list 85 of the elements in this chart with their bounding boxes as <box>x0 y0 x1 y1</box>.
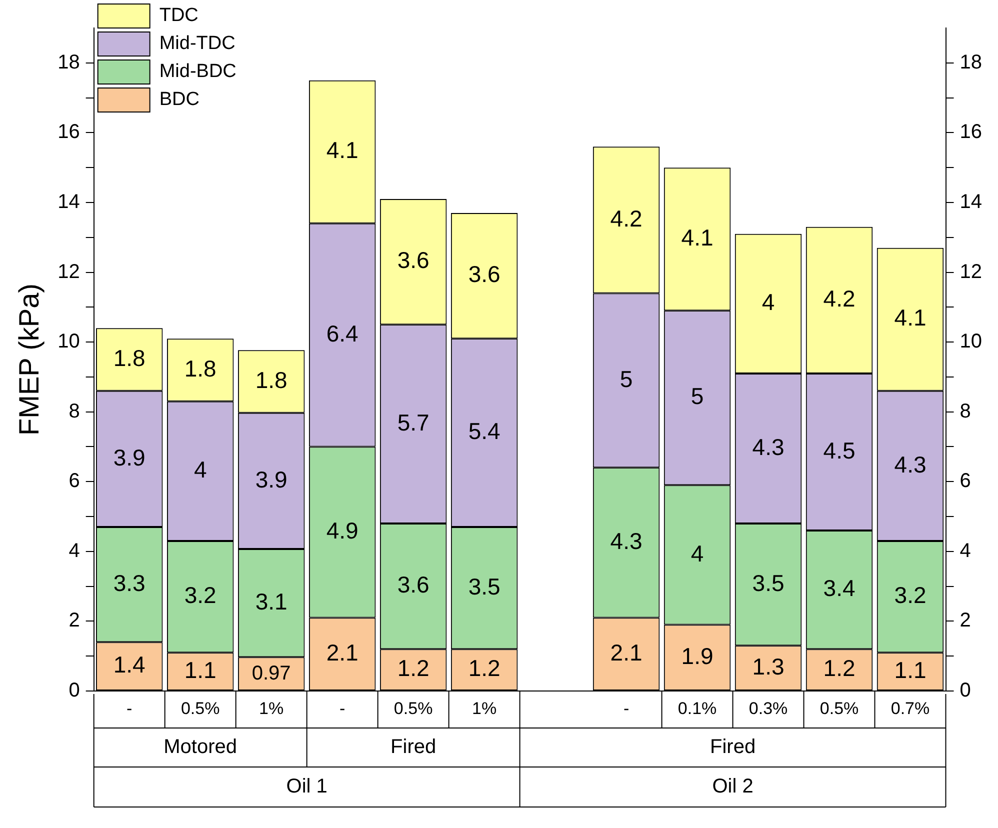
x-tick-label: 0.1% <box>678 698 717 718</box>
data-label: 4 <box>690 540 704 566</box>
x-tick-label: - <box>623 698 630 718</box>
data-label: 1.9 <box>681 642 714 669</box>
y-tick-label: 10 <box>58 330 80 353</box>
text: Fired <box>390 736 436 758</box>
y-tick-label: 8 <box>68 400 80 422</box>
text: Fired <box>710 736 756 758</box>
data-label: 1.8 <box>255 366 288 393</box>
data-label: 1.8 <box>113 344 146 371</box>
data-label: 4.3 <box>894 451 926 478</box>
y-tick-label: 18 <box>58 51 80 74</box>
text: Oil 1 <box>286 776 328 798</box>
x-tick-label: - <box>126 698 132 718</box>
y2-tick-label: 0 <box>960 680 971 702</box>
x-tick-label: 0.3% <box>748 698 788 718</box>
y-tick-label: 12 <box>58 260 80 283</box>
legend-label: BDC <box>159 89 200 110</box>
y2-tick-label: 6 <box>960 470 971 492</box>
data-label: 3.5 <box>752 570 784 596</box>
y2-tick-label: 8 <box>960 400 971 422</box>
data-label: 4.3 <box>610 528 642 554</box>
data-label: 4.1 <box>326 137 358 164</box>
legend-label: TDC <box>159 5 198 26</box>
data-label: 3.9 <box>255 466 288 492</box>
data-label: 5.4 <box>468 418 500 444</box>
y2-tick-label: 18 <box>960 51 982 74</box>
data-label: 4.3 <box>752 434 784 460</box>
x-tick-label: - <box>339 698 346 718</box>
data-label: 6.4 <box>326 320 359 346</box>
data-label: 1.2 <box>823 655 856 682</box>
data-label: 1.2 <box>397 655 430 682</box>
legend-label: Mid-TDC <box>159 33 236 54</box>
y-tick-label: 2 <box>68 610 80 632</box>
data-label: 4 <box>762 289 775 316</box>
data-label: 1.1 <box>184 656 216 683</box>
text: Oil 2 <box>712 776 754 798</box>
data-label: 3.6 <box>397 247 430 274</box>
x-tick-label: 1% <box>472 698 497 718</box>
x-tick-label: 0.5% <box>394 698 433 718</box>
y-tick-label: 14 <box>58 190 80 213</box>
y-axis-title: FMEP (kPa) <box>14 284 45 436</box>
text: Motored <box>164 736 238 758</box>
data-label: 3.2 <box>894 582 926 608</box>
data-label: 1.8 <box>184 355 216 382</box>
x-tick-label: 0.7% <box>890 698 930 718</box>
y-tick-label: 6 <box>68 470 80 492</box>
data-label: 3.5 <box>468 573 500 600</box>
data-label: 5.7 <box>397 409 430 436</box>
legend-label: Mid-BDC <box>159 61 236 82</box>
x-tick-label: 0.5% <box>180 698 220 718</box>
data-label: 4 <box>194 456 207 483</box>
data-label: 3.9 <box>113 444 146 470</box>
y-tick-label: 16 <box>58 121 80 144</box>
data-label: 4.2 <box>823 286 856 312</box>
y2-tick-label: 4 <box>960 540 971 562</box>
data-label: 3.1 <box>255 588 288 614</box>
data-label: 4.5 <box>823 437 856 464</box>
data-label: 3.4 <box>823 575 856 602</box>
x-tick-label: 0.5% <box>820 698 859 718</box>
data-label: 1.4 <box>113 652 146 678</box>
y2-tick-label: 2 <box>960 610 971 632</box>
y2-tick-label: 10 <box>960 330 982 353</box>
data-label: 5 <box>620 366 633 392</box>
data-label: 2.1 <box>326 639 358 666</box>
y-tick-label: 0 <box>68 680 80 702</box>
data-label: 1.1 <box>894 656 926 683</box>
x-tick-label: 1% <box>259 698 284 718</box>
y2-tick-label: 16 <box>960 121 982 144</box>
y2-tick-label: 12 <box>960 260 982 283</box>
data-label: 1.2 <box>468 655 500 682</box>
data-label: 3.6 <box>397 572 430 598</box>
data-label: 4.1 <box>894 304 926 331</box>
data-label: 4.2 <box>610 205 642 232</box>
data-label: 4.1 <box>681 224 714 250</box>
data-label: 4.9 <box>326 518 358 544</box>
data-label: 1.3 <box>752 653 784 680</box>
data-label: 5 <box>690 383 704 410</box>
data-label: 3.6 <box>468 261 500 288</box>
data-label: 3.2 <box>184 582 216 608</box>
y2-tick-label: 14 <box>960 190 982 213</box>
y-tick-label: 4 <box>68 540 80 562</box>
data-label: 0.97 <box>252 662 291 684</box>
data-label: 3.3 <box>113 570 146 596</box>
data-label: 2.1 <box>610 639 642 666</box>
